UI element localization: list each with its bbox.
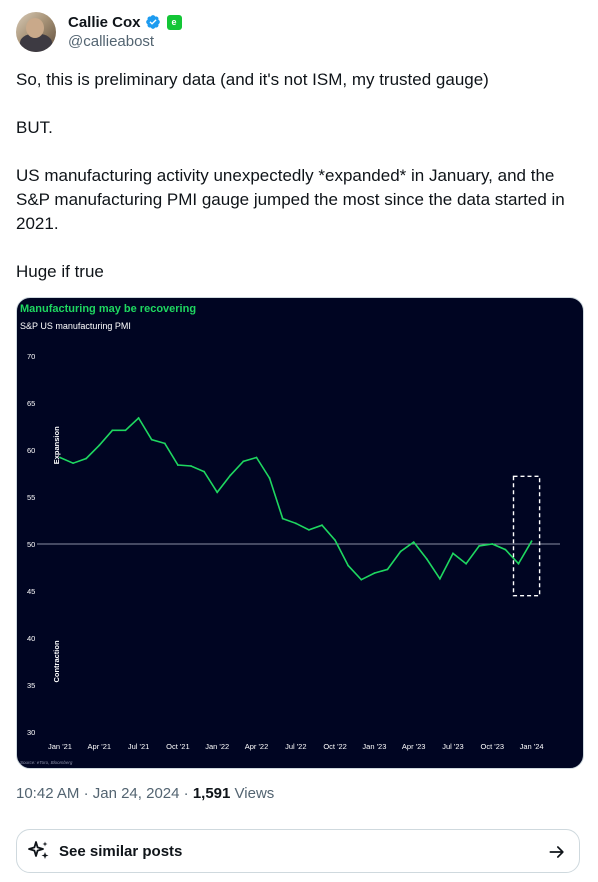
meta-separator-2: · [183, 785, 189, 802]
data-point [334, 539, 336, 542]
data-point [85, 457, 88, 460]
pmi-line-chart: Manufacturing may be recovering S&P US m… [20, 303, 560, 765]
data-point [190, 465, 192, 467]
data-point [308, 529, 310, 531]
post-text-line-1: So, this is preliminary data (and it's n… [16, 70, 489, 89]
post-text-line-3: US manufacturing activity unexpectedly *… [16, 166, 570, 233]
y-tick-label: 50 [27, 540, 35, 549]
post-date[interactable]: Jan 24, 2024 [92, 785, 180, 802]
chart-subtitle: S&P US manufacturing PMI [20, 321, 131, 331]
data-point [59, 456, 61, 459]
data-point [386, 568, 389, 571]
data-point [242, 460, 245, 463]
y-tick-label: 55 [27, 493, 35, 502]
post-time[interactable]: 10:42 AM [16, 785, 80, 802]
data-point [294, 522, 297, 525]
data-point [163, 442, 166, 445]
data-point [137, 417, 140, 419]
contraction-label: Contraction [52, 640, 61, 683]
y-tick-label: 40 [27, 634, 35, 643]
x-tick-label: Jul '21 [128, 742, 149, 751]
sparkle-icon [28, 841, 49, 859]
data-point [360, 578, 363, 581]
affiliate-badge-text: e [171, 17, 177, 27]
x-tick-label: Apr '22 [245, 742, 269, 751]
y-tick-label: 60 [27, 446, 35, 455]
data-point [255, 456, 258, 459]
y-tick-label: 65 [27, 399, 35, 408]
expansion-label: Expansion [52, 426, 61, 464]
chart-image[interactable]: Manufacturing may be recovering S&P US m… [16, 297, 584, 769]
views-count: 1,591 [192, 785, 231, 802]
y-tick-label: 70 [27, 352, 35, 361]
author-handle[interactable]: @callieabost [68, 33, 155, 50]
highlight-box [512, 475, 541, 597]
x-tick-label: Apr '21 [88, 742, 112, 751]
x-tick-label: Jul '23 [442, 742, 463, 751]
see-similar-posts-label: See similar posts [59, 842, 183, 860]
data-point [72, 462, 74, 465]
data-point [452, 552, 454, 555]
post-text-line-4: Huge if true [16, 262, 104, 281]
data-point [229, 474, 232, 477]
post-text-line-2: BUT. [16, 118, 53, 137]
arrow-right-icon [549, 846, 564, 858]
views-label: Views [234, 785, 275, 802]
x-tick-label: Jan '23 [362, 742, 386, 751]
see-similar-posts-button[interactable]: See similar posts [16, 829, 580, 873]
data-point [321, 524, 323, 527]
post-meta: 10:42 AM · Jan 24, 2024 · 1,591 Views [16, 785, 274, 802]
y-tick-label: 35 [27, 681, 35, 690]
data-point [465, 562, 467, 565]
data-point [504, 548, 507, 551]
data-point [98, 444, 101, 447]
x-tick-label: Oct '21 [166, 742, 190, 751]
x-tick-label: Apr '23 [402, 742, 426, 751]
data-point [478, 544, 481, 547]
data-point [399, 550, 402, 553]
x-tick-label: Oct '23 [481, 742, 505, 751]
pmi-series-line [59, 416, 533, 581]
data-point [425, 558, 428, 560]
author-name[interactable]: Callie Cox [68, 13, 141, 31]
data-point [111, 429, 114, 432]
meta-separator-1: · [83, 785, 89, 802]
y-tick-label: 30 [27, 728, 35, 737]
data-point [281, 517, 284, 520]
verified-badge-icon[interactable] [145, 14, 161, 30]
chart-source: Source: eToro, Bloomberg [20, 760, 73, 765]
data-point [347, 564, 350, 567]
data-point [373, 572, 376, 575]
x-tick-label: Jan '22 [205, 742, 229, 751]
author-avatar[interactable] [16, 12, 56, 52]
data-point [216, 491, 219, 494]
data-point [124, 429, 127, 432]
data-point [203, 470, 206, 473]
x-tick-label: Jan '24 [520, 742, 544, 751]
data-point [268, 477, 271, 480]
data-point [491, 543, 494, 545]
y-tick-label: 45 [27, 587, 35, 596]
data-point [530, 540, 533, 543]
data-point [412, 541, 415, 544]
x-tick-label: Jul '22 [285, 742, 306, 751]
data-point [517, 562, 520, 565]
x-tick-label: Oct '22 [323, 742, 347, 751]
author-name-row: Callie Cox e [68, 12, 182, 32]
data-point [439, 577, 441, 580]
chart-title: Manufacturing may be recovering [20, 303, 196, 315]
data-point [177, 464, 179, 466]
etoro-affiliate-icon[interactable]: e [166, 14, 182, 30]
x-tick-label: Jan '21 [48, 742, 72, 751]
data-point [150, 438, 153, 441]
